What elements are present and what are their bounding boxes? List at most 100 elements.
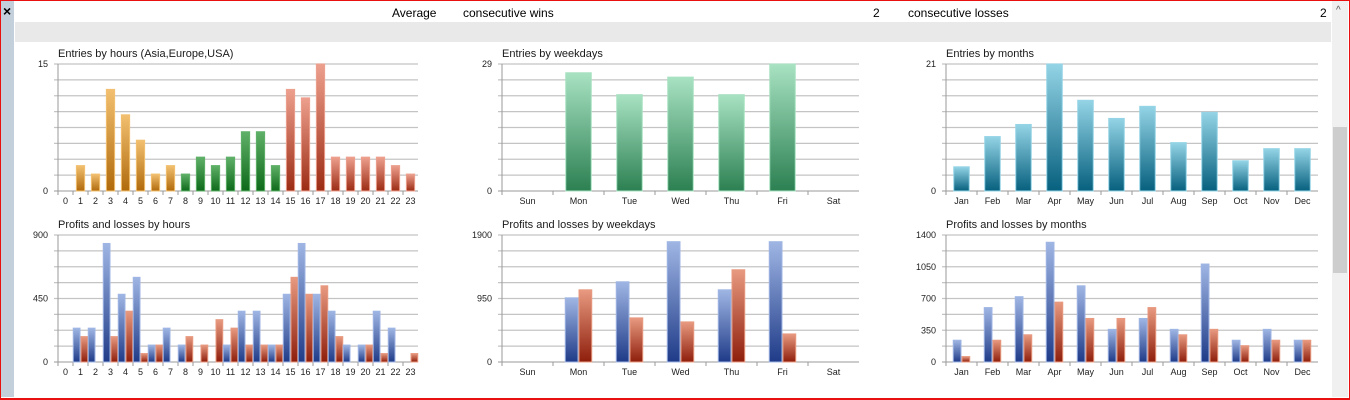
bar [1015, 123, 1032, 192]
bar [565, 72, 592, 192]
profit-bar [1138, 317, 1148, 363]
x-tick-label: Sep [1201, 196, 1217, 206]
bar [390, 165, 401, 192]
x-tick-label: Tue [622, 196, 637, 206]
x-tick-label: 19 [345, 196, 355, 206]
x-tick-label: 23 [405, 367, 415, 377]
loss-bar [961, 356, 971, 363]
consecutive-wins-value: 2 [873, 6, 880, 20]
profit-bar [132, 276, 141, 363]
x-tick-label: 13 [255, 367, 265, 377]
x-tick-label: 2 [93, 196, 98, 206]
loss-bar [275, 344, 284, 363]
loss-bar [992, 339, 1002, 363]
chart-title: Profits and losses by weekdays [502, 219, 656, 231]
profit-bar [312, 293, 321, 363]
x-tick-label: 7 [168, 196, 173, 206]
chart-title: Profits and losses by hours [58, 219, 191, 231]
stats-row: Average consecutive wins 2 consecutive l… [15, 1, 1331, 22]
bar [345, 156, 356, 192]
x-tick-label: Mon [570, 196, 588, 206]
consecutive-losses-value: 2 [1320, 6, 1327, 20]
bar [270, 165, 281, 192]
consecutive-losses-label: consecutive losses [908, 6, 1009, 20]
x-tick-label: 7 [168, 367, 173, 377]
scrollbar-thumb[interactable] [1333, 127, 1347, 273]
chart-4: Profits and losses by weekdays 0 950 1900 Su… [472, 219, 859, 377]
loss-bar [1085, 317, 1095, 363]
x-tick-label: Aug [1170, 367, 1186, 377]
x-tick-label: Fri [777, 367, 788, 377]
x-tick-label: 6 [153, 196, 158, 206]
scroll-up-icon[interactable]: ^ [1336, 5, 1341, 16]
y-tick-label: 0 [931, 186, 936, 196]
profit-bar [387, 327, 396, 363]
bar [195, 156, 206, 192]
bar [135, 139, 146, 192]
bar [375, 156, 386, 192]
bar [1139, 105, 1156, 192]
profit-bar [87, 327, 96, 363]
bar [1077, 99, 1094, 192]
x-tick-label: Jan [954, 196, 969, 206]
x-tick-label: 18 [330, 367, 340, 377]
bar [105, 88, 116, 192]
x-tick-label: 13 [255, 196, 265, 206]
profit-bar [222, 344, 231, 363]
loss-bar [410, 353, 419, 363]
x-tick-label: 3 [108, 196, 113, 206]
x-tick-label: 10 [210, 196, 220, 206]
chart-title: Entries by months [946, 48, 1035, 60]
x-tick-label: May [1077, 196, 1095, 206]
x-tick-label: 9 [198, 196, 203, 206]
profit-bar [666, 241, 681, 363]
left-strip: × [1, 1, 14, 397]
bar [1201, 111, 1218, 192]
loss-bar [1271, 339, 1281, 363]
profit-bar [177, 344, 186, 363]
y-tick-label: 950 [477, 294, 492, 304]
x-tick-label: May [1077, 367, 1095, 377]
profit-bar [72, 327, 81, 363]
x-tick-label: Tue [622, 367, 637, 377]
x-tick-label: 20 [360, 196, 370, 206]
vertical-scrollbar[interactable]: ^ [1332, 1, 1348, 397]
consecutive-wins-label: consecutive wins [463, 6, 554, 20]
y-tick-label: 0 [931, 357, 936, 367]
x-tick-label: Jun [1109, 196, 1124, 206]
x-tick-label: Apr [1047, 367, 1061, 377]
x-tick-label: 14 [270, 196, 280, 206]
bar [180, 173, 191, 192]
x-tick-label: Dec [1294, 367, 1311, 377]
loss-bar [380, 353, 389, 363]
y-tick-label: 29 [482, 59, 492, 69]
x-tick-label: 10 [210, 367, 220, 377]
bar [616, 94, 643, 192]
close-icon[interactable]: × [3, 3, 12, 19]
y-tick-label: 0 [487, 186, 492, 196]
profit-bar [1014, 296, 1024, 363]
profit-bar [117, 293, 126, 363]
x-tick-label: 17 [315, 196, 325, 206]
profit-bar [1293, 339, 1303, 363]
bar [1263, 148, 1280, 192]
profit-bar [297, 242, 306, 363]
bar [718, 94, 745, 192]
loss-bar [629, 317, 644, 363]
x-tick-label: Wed [671, 196, 689, 206]
x-tick-label: 0 [63, 196, 68, 206]
chart-1: Entries by weekdays 0 29 Sun Mon Tue Wed Thu Fri… [482, 48, 859, 206]
chart-title: Profits and losses by months [946, 219, 1087, 231]
profit-bar [1231, 339, 1241, 363]
profit-bar [327, 310, 336, 363]
loss-bar [290, 276, 299, 363]
profit-bar [768, 241, 783, 363]
loss-bar [1240, 345, 1250, 363]
profit-bar [357, 344, 366, 363]
x-tick-label: Feb [985, 367, 1001, 377]
y-tick-label: 1050 [916, 262, 936, 272]
loss-bar [110, 336, 119, 363]
